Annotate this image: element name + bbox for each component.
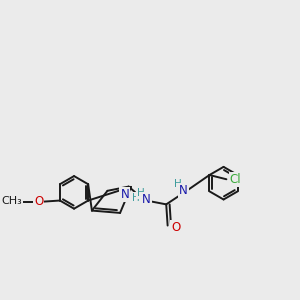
Text: O: O — [34, 195, 44, 208]
Text: N: N — [142, 193, 151, 206]
Text: H: H — [132, 193, 140, 202]
Text: O: O — [171, 221, 180, 234]
Text: H: H — [137, 188, 145, 198]
Text: N: N — [179, 184, 188, 197]
Text: N: N — [120, 188, 129, 201]
Text: H: H — [174, 179, 182, 189]
Text: Cl: Cl — [230, 173, 241, 186]
Text: CH₃: CH₃ — [2, 196, 22, 206]
